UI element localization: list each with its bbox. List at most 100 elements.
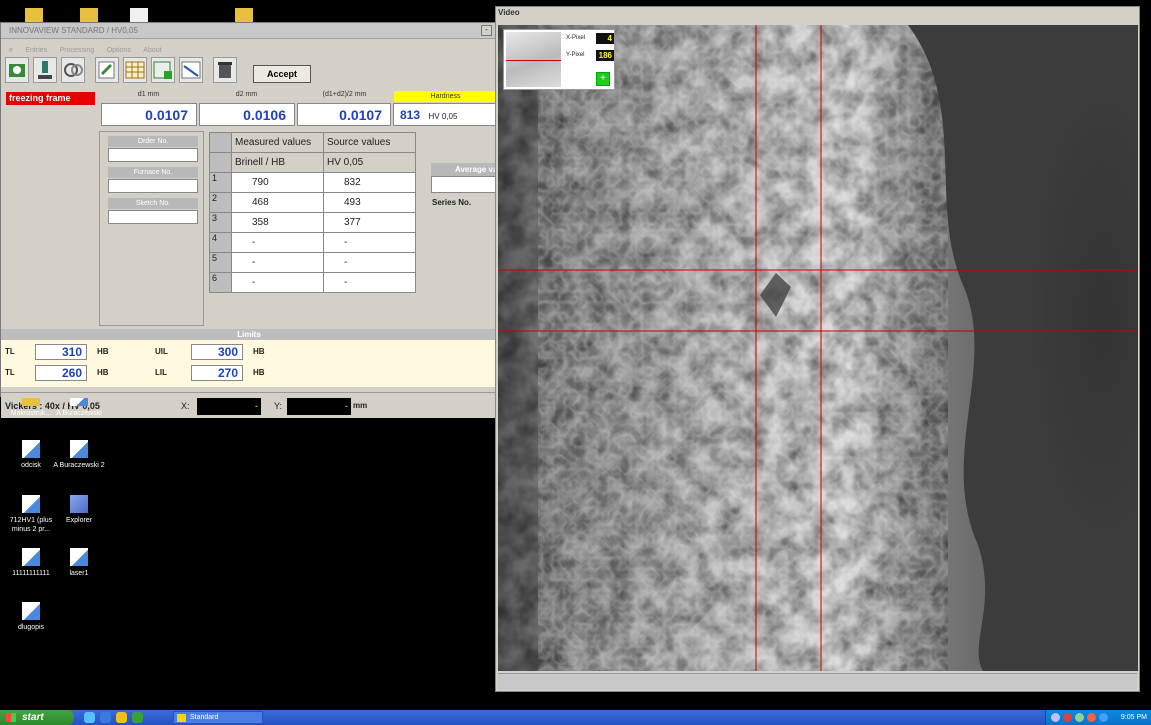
table-row[interactable]: 5 - - (209, 252, 416, 273)
menu-processing[interactable]: Processing (59, 47, 95, 54)
desktop-icon-label: Makrostruk... (10, 410, 52, 417)
menu-file[interactable]: e (9, 47, 13, 54)
folder-icon[interactable] (235, 8, 253, 22)
start-button[interactable]: start (0, 710, 74, 725)
table-row[interactable]: 4 - - (209, 232, 416, 253)
desktop-icon[interactable]: Makrostruk... (0, 398, 62, 418)
desktop-icon[interactable]: odcisk (0, 440, 62, 470)
source-cell[interactable]: - (323, 232, 416, 253)
furnace-no-input[interactable] (108, 179, 198, 193)
desktop-icon[interactable]: Explorer (48, 495, 110, 525)
x-coord-field: - (197, 398, 261, 415)
camera-tool-button[interactable] (5, 57, 29, 83)
d2-value: 0.0106 (199, 103, 295, 126)
desktop-icon-label: Explorer (65, 517, 93, 524)
desktop-icon[interactable]: A Buraczewski 2 (48, 440, 110, 470)
source-values-header[interactable]: Source values (323, 132, 416, 153)
minimize-button[interactable]: - (481, 25, 492, 36)
taskbar-item-standard[interactable]: Standard (173, 711, 263, 724)
order-no-input[interactable] (108, 148, 198, 162)
tray-network-icon[interactable] (1051, 713, 1060, 722)
menu-options[interactable]: Options (106, 47, 131, 54)
hardness-label: Hardness (394, 91, 497, 102)
table-row[interactable]: 3 358 377 (209, 212, 416, 233)
table-row[interactable]: 1 790 832 (209, 172, 416, 193)
source-cell[interactable]: 377 (323, 212, 416, 233)
uil-input[interactable]: 300 (191, 344, 243, 360)
system-tray: 9:05 PM (1045, 710, 1151, 725)
d1-value: 0.0107 (101, 103, 197, 126)
add-table-tool-button[interactable] (151, 57, 175, 83)
source-cell[interactable]: 832 (323, 172, 416, 193)
ltl-input[interactable]: 260 (35, 365, 87, 381)
menu-entries[interactable]: Entries (25, 47, 48, 54)
menu-about[interactable]: About (143, 47, 162, 54)
limits-title: Limits (1, 329, 497, 340)
microscope-icon (38, 61, 52, 79)
table-tool-button[interactable] (123, 57, 147, 83)
d1-label: d1 mm (137, 91, 160, 98)
measured-cell[interactable]: 468 (231, 192, 324, 213)
delete-tool-button[interactable] (213, 57, 237, 83)
measured-cell[interactable]: - (231, 252, 324, 273)
measured-cell[interactable]: 358 (231, 212, 324, 233)
ie-quicklaunch-icon[interactable] (100, 712, 111, 723)
folder-icon[interactable] (25, 8, 43, 22)
measured-cell[interactable]: - (231, 232, 324, 253)
desktop-icon[interactable]: laser1 (48, 548, 110, 578)
utl-input[interactable]: 310 (35, 344, 87, 360)
pixel-thumbnail: X-Pixel 4 Y-Pixel 186 + (503, 29, 615, 90)
paint-icon (22, 602, 40, 620)
tray-security-icon[interactable] (1063, 713, 1072, 722)
desktop-icon[interactable]: 11111111111 (0, 548, 62, 578)
explorer-icon (70, 495, 88, 513)
table-row[interactable]: 6 - - (209, 272, 416, 293)
source-cell[interactable]: - (323, 252, 416, 273)
order-no-label: Order No. (108, 136, 198, 147)
measured-cell[interactable]: 790 (231, 172, 324, 193)
source-cell[interactable]: 493 (323, 192, 416, 213)
source-cell[interactable]: - (323, 272, 416, 293)
measure-tool-button[interactable] (61, 57, 85, 83)
title-bar[interactable]: INNOVAVIEW STANDARD / HV0,05 - (1, 23, 496, 39)
desktop-icon-label: laser1 (69, 570, 89, 577)
desktop-icon[interactable]: A Buraczewski (48, 398, 110, 418)
table-row[interactable]: 2 468 493 (209, 192, 416, 213)
innovaview-window: INNOVAVIEW STANDARD / HV0,05 - e Entries… (0, 22, 498, 418)
tray-volume-icon[interactable] (1075, 713, 1084, 722)
paint-icon[interactable] (130, 8, 148, 22)
video-title: Video (498, 8, 520, 17)
avg-d-label: (d1+d2)/2 mm (322, 91, 367, 98)
video-horizontal-scrollbar[interactable] (498, 673, 1137, 690)
sketch-no-input[interactable] (108, 210, 198, 224)
accept-button[interactable]: Accept (253, 65, 311, 83)
measured-values-header[interactable]: Measured values (231, 132, 324, 153)
paint-icon (22, 548, 40, 566)
sketch-no-label: Sketch No. (108, 198, 198, 209)
microscope-image[interactable]: X-Pixel 4 Y-Pixel 186 + (498, 25, 1138, 671)
folder-icon[interactable] (80, 8, 98, 22)
desktop-icon[interactable]: dlugopis (0, 602, 62, 632)
desktop-quicklaunch-icon[interactable] (84, 712, 95, 723)
desktop-icon[interactable]: 712HV1 (plus minus 2 pr... (0, 495, 62, 534)
row-index: 5 (209, 252, 232, 273)
ltl-label: TL (5, 368, 15, 377)
desktop-icon-label: A Buraczewski (56, 410, 102, 417)
uil-unit: HB (253, 347, 265, 356)
measured-cell[interactable]: - (231, 272, 324, 293)
freezing-frame-badge[interactable]: freezing frame (6, 92, 95, 105)
microscope-image-render (498, 25, 1138, 671)
chart-icon (181, 61, 201, 79)
edit-tool-button[interactable] (95, 57, 119, 83)
tray-display-icon[interactable] (1099, 713, 1108, 722)
add-point-button[interactable]: + (596, 72, 610, 86)
media-quicklaunch-icon[interactable] (132, 712, 143, 723)
table-icon (125, 61, 145, 79)
menu-bar: e Entries Processing Options About (1, 39, 496, 54)
tray-antivirus-icon[interactable] (1087, 713, 1096, 722)
folder-quicklaunch-icon[interactable] (116, 712, 127, 723)
lil-input[interactable]: 270 (191, 365, 243, 381)
chart-tool-button[interactable] (179, 57, 203, 83)
thumbnail-crosshair (506, 60, 561, 61)
microscope-tool-button[interactable] (33, 57, 57, 83)
